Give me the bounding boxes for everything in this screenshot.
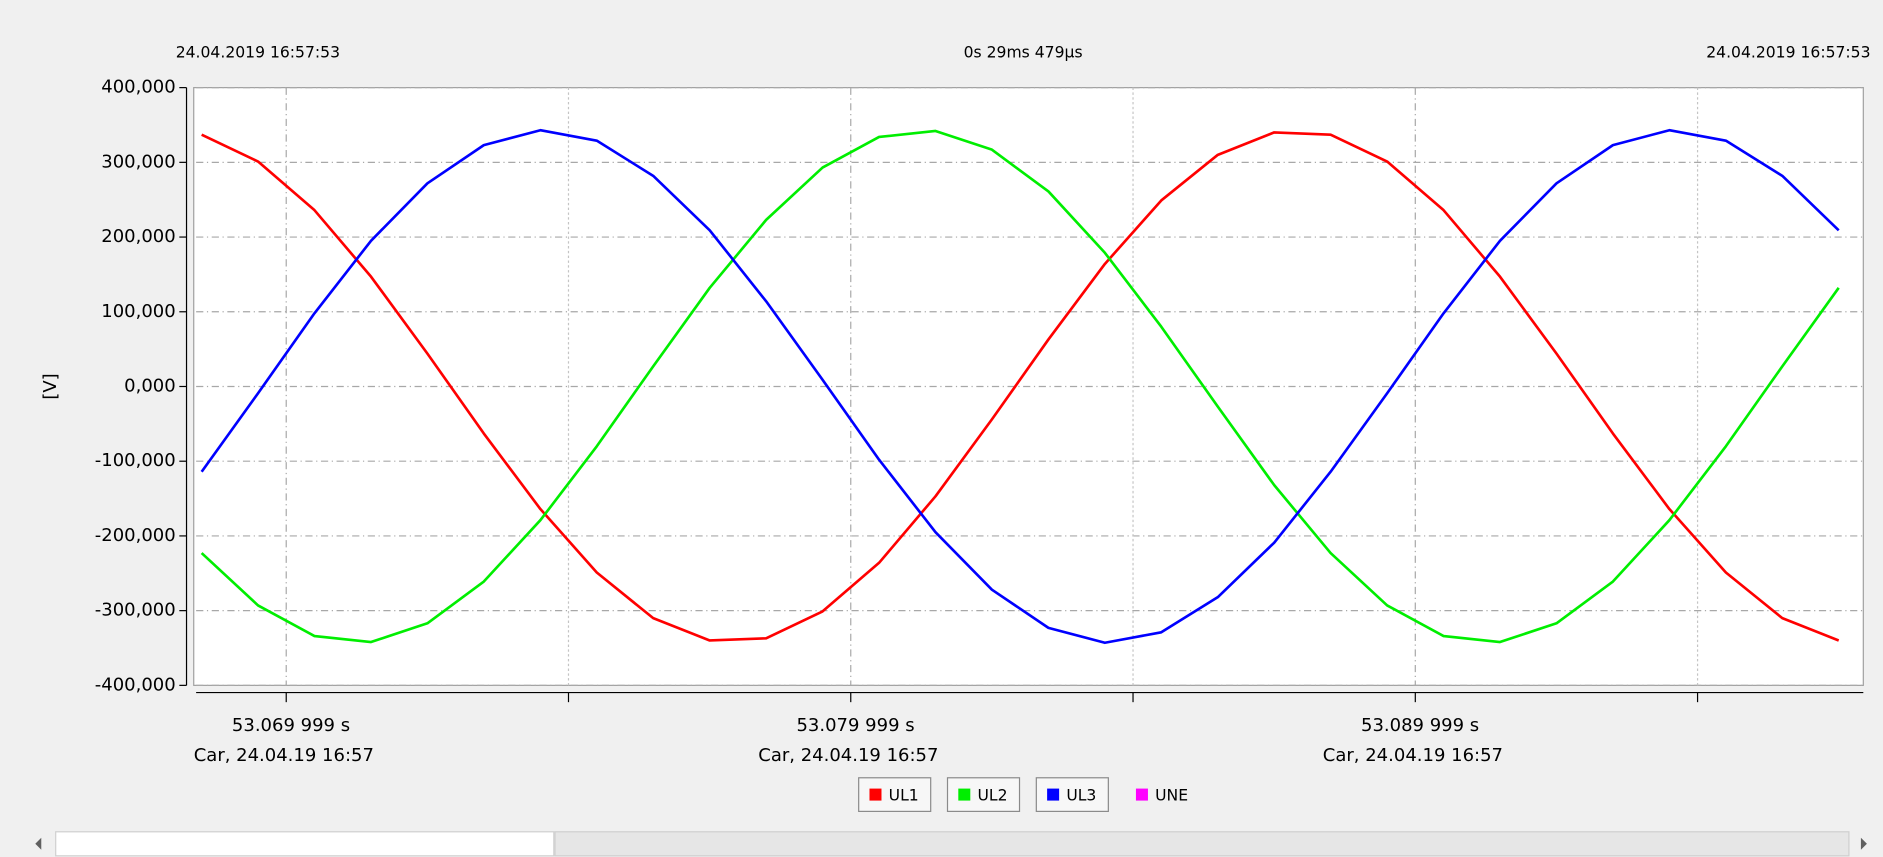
x-tick-label: 53.079 999 s [796,715,914,736]
y-axis-label: [V] [40,373,61,399]
legend-label: UNE [1155,786,1188,804]
header-right: 24.04.2019 16:57:53 [1706,43,1870,61]
legend-item[interactable]: UL3 [1035,777,1109,812]
legend-item[interactable]: UL1 [858,777,932,812]
y-tick-label: -300,000 [95,600,176,621]
y-tick-label: -400,000 [95,674,176,695]
scroll-right-arrow[interactable] [1860,837,1867,850]
header-center: 0s 29ms 479µs [964,43,1083,61]
legend-label: UL1 [889,786,919,804]
scrollbar-thumb[interactable] [554,831,1850,857]
y-tick-label: 400,000 [101,77,175,98]
series-line [200,129,1840,644]
y-tick-label: 300,000 [101,151,175,172]
x-tick-sublabel: Car, 24.04.19 16:57 [758,745,938,766]
y-tick-label: 100,000 [101,301,175,322]
series-line [200,128,1840,645]
x-tick-sublabel: Car, 24.04.19 16:57 [194,745,374,766]
legend-label: UL3 [1066,786,1096,804]
legend-swatch [1135,788,1148,801]
header-left: 24.04.2019 16:57:53 [176,43,340,61]
legend-item[interactable]: UL2 [946,777,1021,812]
legend: UL1 UL2 UL3 UNE [858,777,1188,812]
scroll-left-arrow[interactable] [35,837,42,850]
x-tick-sublabel: Car, 24.04.19 16:57 [1323,745,1503,766]
legend-label: UL2 [978,786,1008,804]
x-tick-label: 53.069 999 s [232,715,350,736]
series-line [201,131,1840,642]
scrollbar-track [55,831,555,857]
x-tick-label: 53.089 999 s [1361,715,1479,736]
legend-swatch [958,788,971,801]
legend-item[interactable]: UNE [1135,786,1188,804]
legend-swatch [1047,788,1060,801]
y-tick-label: -100,000 [95,450,176,471]
legend-swatch [869,788,882,801]
y-tick-label: 200,000 [101,226,175,247]
y-tick-label: -200,000 [95,525,176,546]
y-tick-label: 0,000 [124,375,176,396]
